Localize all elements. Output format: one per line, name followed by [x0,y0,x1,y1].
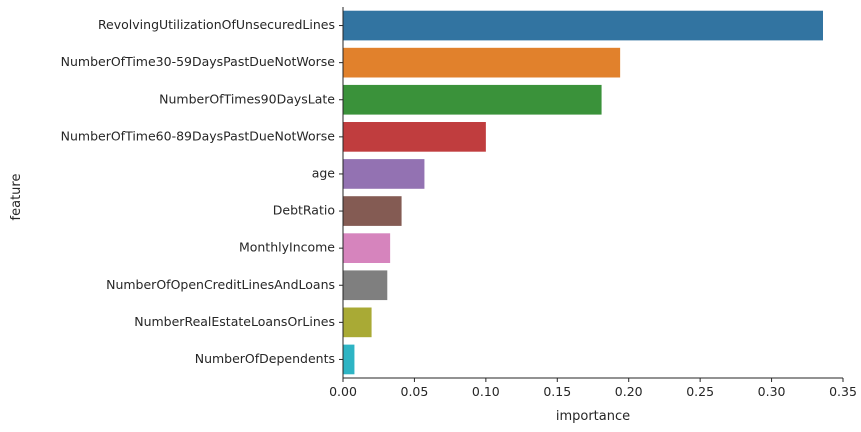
bar-9 [343,344,355,375]
y-tick-label-8: NumberRealEstateLoansOrLines [134,314,335,329]
y-tick-label-1: NumberOfTime30-59DaysPastDueNotWorse [61,54,336,69]
bar-6 [343,233,391,263]
x-tick-label-3: 0.15 [543,384,571,399]
x-tick-label-4: 0.20 [615,384,643,399]
bar-8 [343,307,372,338]
bar-3 [343,122,486,152]
x-axis-ticks: 0.00 0.05 0.10 0.15 0.20 0.25 0.30 0.35 [329,378,857,399]
bar-7 [343,270,388,301]
y-tick-label-4: age [312,165,336,180]
x-axis-label: importance [556,409,630,424]
y-axis-label: feature [9,174,24,221]
x-tick-label-2: 0.10 [472,384,500,399]
bar-4 [343,159,425,189]
y-tick-label-0: RevolvingUtilizationOfUnsecuredLines [98,17,335,32]
bar-5 [343,196,402,226]
x-tick-label-6: 0.30 [758,384,786,399]
y-axis-ticks: RevolvingUtilizationOfUnsecuredLines Numb… [61,17,343,366]
y-tick-label-3: NumberOfTime60-89DaysPastDueNotWorse [61,128,336,143]
y-tick-label-7: NumberOfOpenCreditLinesAndLoans [106,277,335,292]
bars-group [343,10,823,375]
y-tick-label-9: NumberOfDependents [195,351,335,366]
bar-0 [343,10,823,41]
x-tick-label-1: 0.05 [401,384,429,399]
y-tick-label-2: NumberOfTimes90DaysLate [159,91,335,106]
y-tick-label-6: MonthlyIncome [239,240,335,255]
x-tick-label-5: 0.25 [686,384,714,399]
bar-2 [343,84,602,115]
y-tick-label-5: DebtRatio [273,203,335,218]
bar-1 [343,47,621,78]
x-tick-label-7: 0.35 [829,384,857,399]
x-tick-label-0: 0.00 [329,384,357,399]
